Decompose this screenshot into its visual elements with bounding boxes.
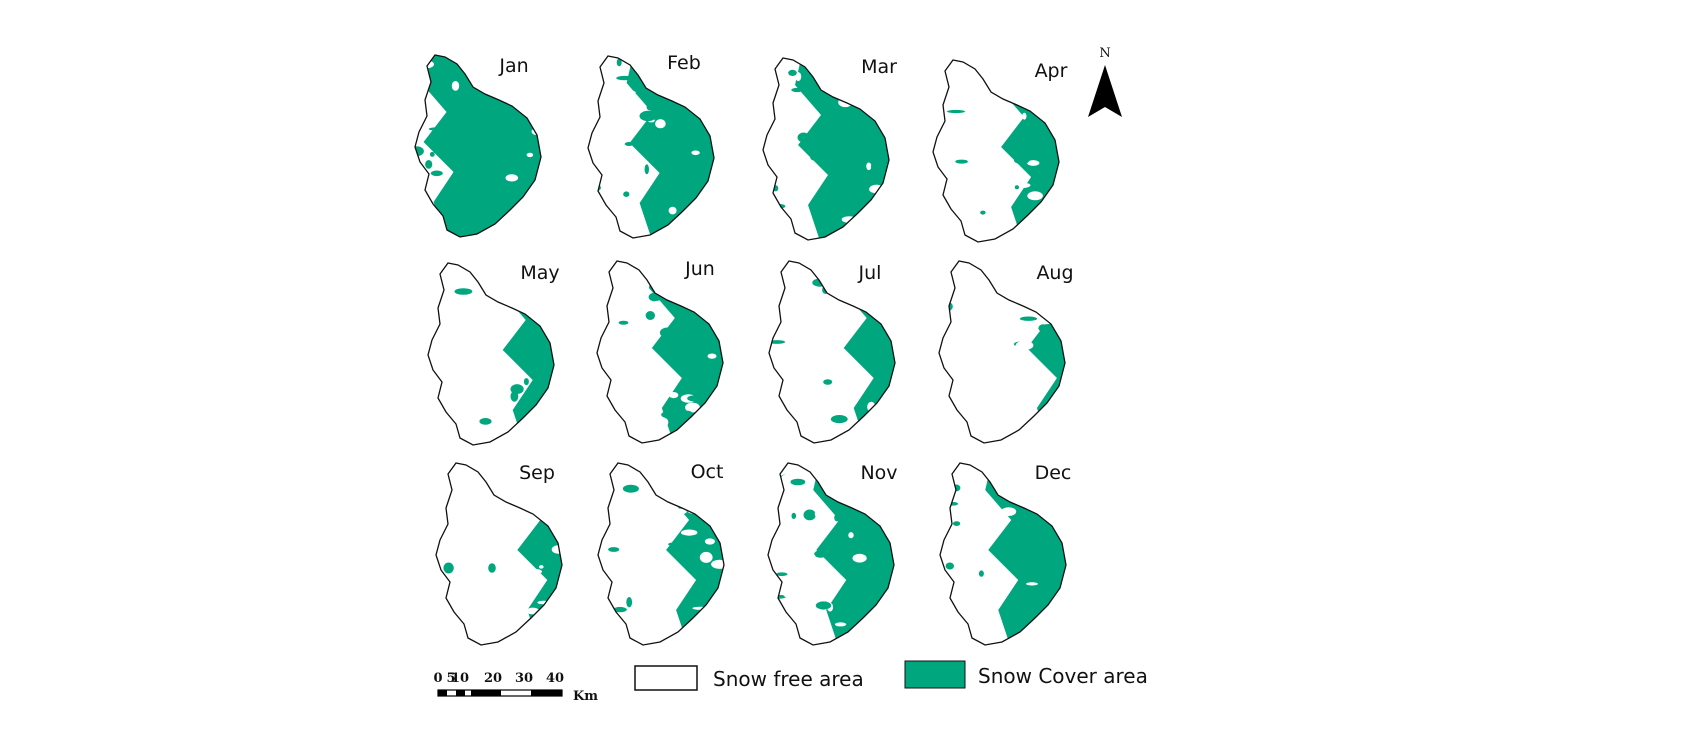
- scale-unit: Km: [573, 689, 598, 704]
- basin-outline: [767, 462, 895, 646]
- basin-outline: [939, 462, 1067, 646]
- scale-tick-30: 30: [515, 671, 533, 686]
- basin-outline: [587, 55, 715, 239]
- north-arrow: N: [1088, 46, 1122, 117]
- basin-outline: [427, 262, 555, 446]
- scale-tick-40: 40: [546, 671, 564, 686]
- month-label-oct: Oct: [691, 461, 724, 483]
- basin-outline: [932, 59, 1060, 243]
- month-label-jul: Jul: [858, 262, 882, 284]
- month-label-dec: Dec: [1035, 462, 1072, 484]
- legend-snow-cover-swatch: [904, 660, 966, 689]
- month-panel-oct: [597, 462, 725, 646]
- month-label-sep: Sep: [519, 462, 555, 484]
- scale-tick-20: 20: [484, 671, 502, 686]
- basin-outline: [414, 54, 542, 238]
- month-label-feb: Feb: [667, 52, 701, 74]
- monthly-panels: Jan Feb Mar Apr May Jun Jul Aug Sep Oct Nov Dec: [414, 52, 1074, 646]
- legend-snow-free-label: Snow free area: [713, 667, 864, 691]
- month-panel-nov: [767, 462, 895, 646]
- month-label-apr: Apr: [1035, 60, 1068, 82]
- legend-snow-free-swatch: [634, 665, 698, 691]
- scale-tick-10: 10: [451, 671, 469, 686]
- basin-outline: [597, 462, 725, 646]
- scale-tick-0: 0: [433, 671, 442, 686]
- month-panel-jun: [596, 260, 724, 444]
- basin-outline: [435, 462, 563, 646]
- scale-tick-5: 5: [446, 671, 455, 686]
- basin-outline: [938, 260, 1066, 444]
- basin-outline: [768, 260, 896, 444]
- month-panel-jan: [414, 54, 542, 238]
- month-panel-may: [427, 262, 555, 446]
- basin-outline: [762, 57, 890, 241]
- month-label-may: May: [520, 262, 559, 284]
- month-panel-jul: [768, 260, 896, 444]
- month-panel-apr: [932, 59, 1060, 243]
- basin-outline: [596, 260, 724, 444]
- month-label-mar: Mar: [861, 56, 897, 78]
- month-label-nov: Nov: [860, 462, 897, 484]
- legend-snow-cover-label: Snow Cover area: [978, 664, 1148, 688]
- month-label-jan: Jan: [498, 55, 528, 77]
- north-label: N: [1099, 46, 1110, 61]
- north-arrow-icon: [1088, 65, 1105, 117]
- month-panel-feb: [587, 55, 715, 239]
- snow-cover-region: [420, 55, 541, 237]
- month-label-aug: Aug: [1036, 262, 1073, 284]
- month-panel-mar: [762, 57, 890, 241]
- scale-bar: 0 510 20 30 40 Km: [433, 671, 598, 704]
- scale-ticks: 0 510 20 30 40: [433, 671, 564, 686]
- legend: Snow free area Snow Cover area: [634, 660, 1148, 691]
- month-panel-sep: [435, 462, 563, 646]
- month-panel-dec: [939, 462, 1067, 646]
- month-label-jun: Jun: [684, 258, 715, 280]
